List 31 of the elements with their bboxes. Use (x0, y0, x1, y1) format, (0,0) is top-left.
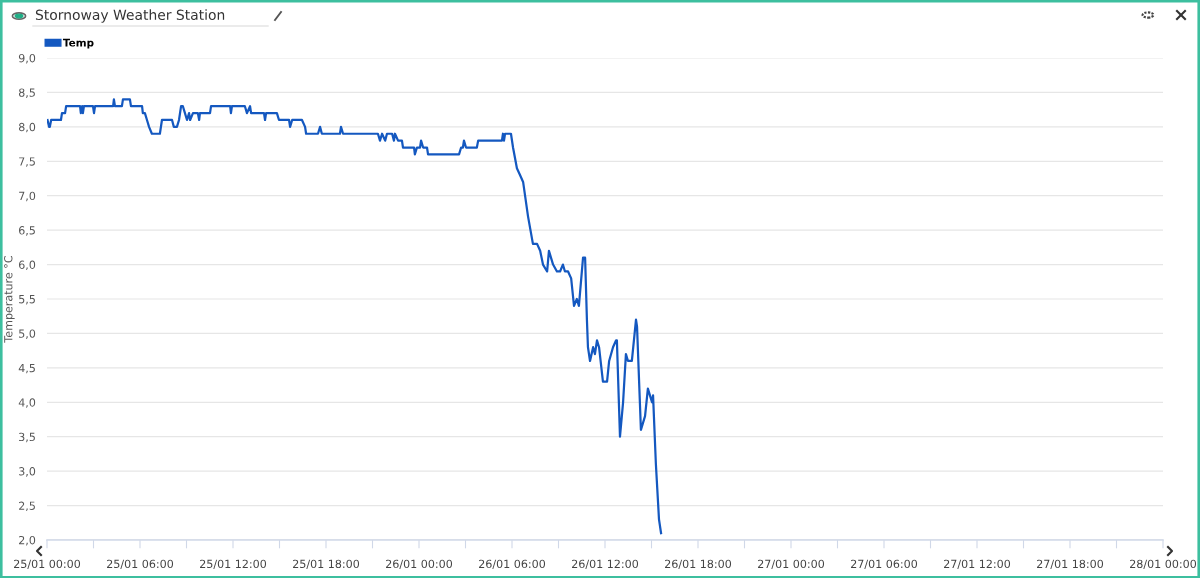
x-tick-label: 28/01 00:00 (1130, 559, 1197, 569)
x-tick-label: 26/01 12:00 (572, 559, 639, 569)
y-tick-label: 5,5 (19, 295, 35, 305)
x-tick-label: 25/01 06:00 (107, 559, 174, 569)
x-tick-label: 25/01 12:00 (200, 559, 267, 569)
y-tick-label: 7,0 (19, 191, 36, 202)
x-tick-label: 26/01 00:00 (386, 559, 453, 569)
x-tick-label: 26/01 06:00 (479, 559, 546, 569)
y-axis-title: Temperature °C (4, 255, 15, 343)
y-tick-label: 8,5 (18, 88, 35, 98)
x-tick-label: 25/01 18:00 (293, 559, 360, 569)
y-tick-label: 4,0 (18, 398, 36, 408)
y-tick-label: 2,5 (19, 501, 35, 512)
y-tick-label: 7,5 (19, 157, 35, 167)
y-tick-label: 6,5 (18, 226, 35, 236)
legend-label: Temp (62, 38, 94, 49)
y-tick-label: 3,5 (19, 432, 35, 443)
x-tick-label: 26/01 18:00 (665, 559, 732, 569)
x-tick-label: 25/01 00:00 (14, 559, 81, 569)
y-tick-label: 2,0 (19, 535, 36, 546)
y-tick-label: 3,0 (19, 467, 36, 477)
y-tick-label: 8,0 (18, 122, 36, 133)
y-tick-label: 9,0 (18, 53, 36, 64)
y-tick-label: 4,5 (18, 363, 35, 374)
y-tick-label: 5,0 (19, 329, 36, 339)
chart-title: Stornoway Weather Station (35, 9, 225, 23)
x-tick-label: 27/01 06:00 (851, 559, 918, 569)
y-tick-label: 6,0 (18, 260, 36, 271)
x-tick-label: 27/01 12:00 (944, 559, 1011, 569)
x-tick-label: 27/01 18:00 (1037, 559, 1104, 569)
x-tick-label: 27/01 00:00 (758, 559, 825, 569)
